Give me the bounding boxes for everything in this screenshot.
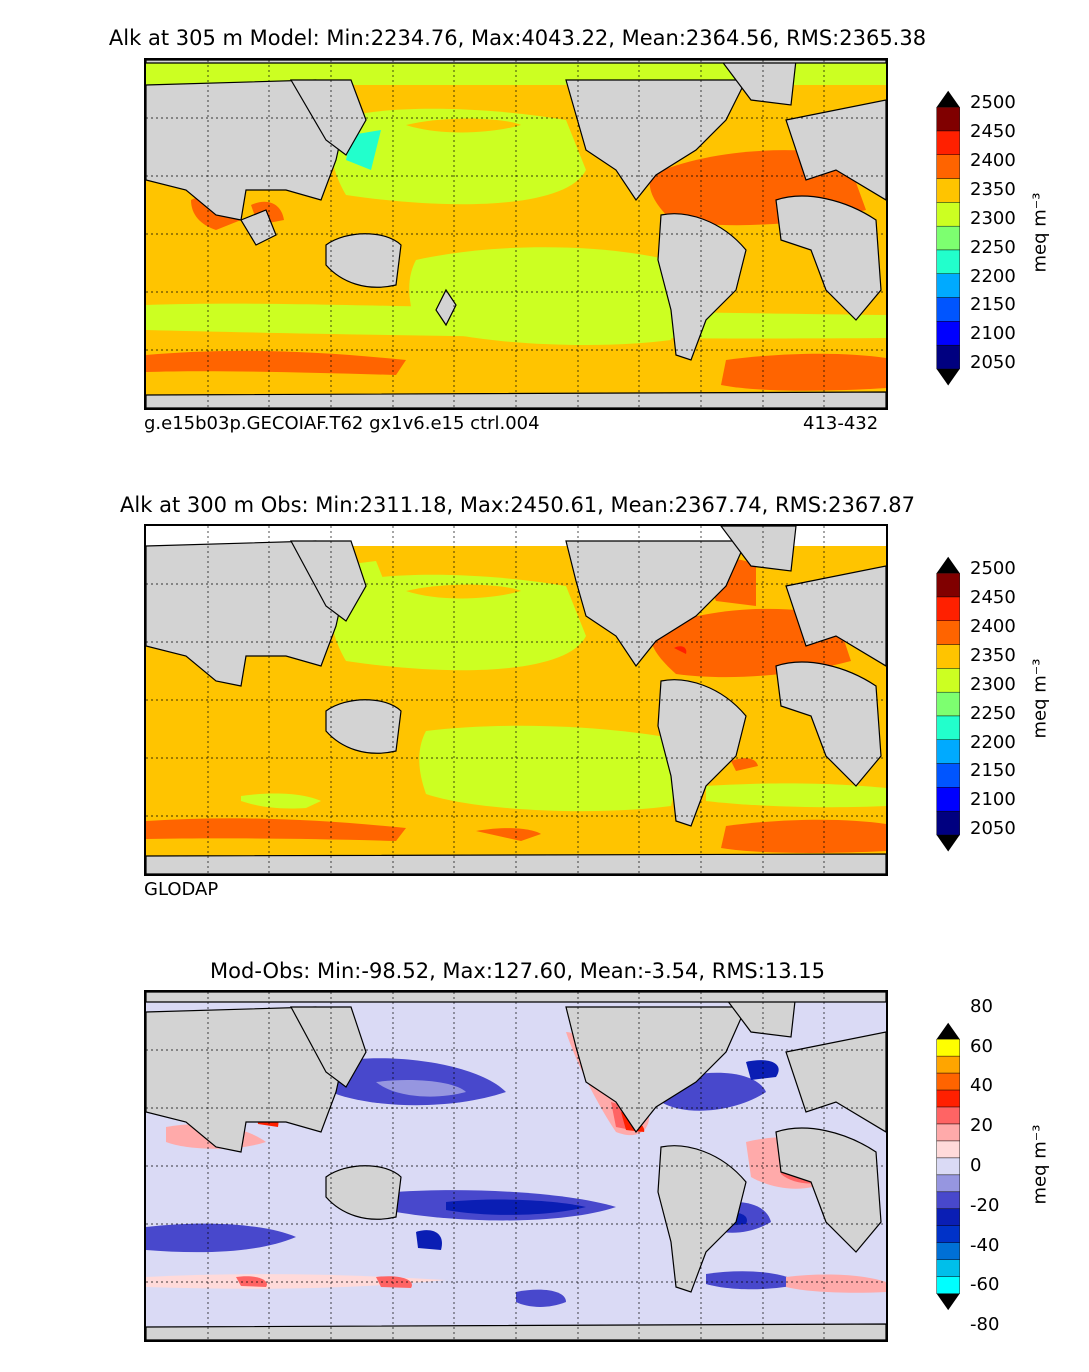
colorbar-segment <box>936 644 960 669</box>
colorbar-diff <box>936 1022 960 1311</box>
cb1-tick: 2300 <box>970 208 1016 229</box>
cb3-tick: 40 <box>970 1075 993 1096</box>
panel-1-years-label: 413-432 <box>803 413 879 434</box>
cb3-tick: 60 <box>970 1036 993 1057</box>
colorbar-segment <box>936 130 960 155</box>
colorbar-segment <box>936 1174 960 1193</box>
colorbar-extend-max <box>936 556 960 574</box>
colorbar-segment <box>936 1259 960 1277</box>
cb2-tick: 2200 <box>970 732 1016 753</box>
colorbar-extend-min <box>936 368 960 386</box>
panel-1-map-canvas <box>146 60 886 408</box>
cb1-tick: 2350 <box>970 179 1016 200</box>
colorbar-segment <box>936 715 960 740</box>
colorbar-alk-2 <box>936 556 960 852</box>
colorbar-segment <box>936 1208 960 1226</box>
colorbar-segment <box>936 1072 960 1091</box>
cb2-tick: 2100 <box>970 789 1016 810</box>
cb1-tick: 2500 <box>970 92 1016 113</box>
colorbar-segment <box>936 1276 960 1294</box>
colorbar-segment <box>936 202 960 227</box>
cb1-tick: 2450 <box>970 121 1016 142</box>
colorbar-segment <box>936 273 960 298</box>
colorbar-segment <box>936 1123 960 1142</box>
colorbar-segment <box>936 1191 960 1210</box>
panel-2-map-canvas <box>146 526 886 874</box>
panel-2-map <box>144 524 888 876</box>
cb2-tick: 2150 <box>970 760 1016 781</box>
colorbar-segment <box>936 1089 960 1108</box>
colorbar-segment <box>936 1225 960 1243</box>
colorbar-segment <box>936 596 960 621</box>
colorbar-segment <box>936 1038 960 1057</box>
colorbar-segment <box>936 691 960 717</box>
colorbar-segment <box>936 1242 960 1260</box>
cb2-tick: 2500 <box>970 558 1016 579</box>
colorbar-alk-2-unit: meq m⁻³ <box>1029 658 1051 739</box>
colorbar-alk-1 <box>936 90 960 386</box>
colorbar-extend-max <box>936 1022 960 1040</box>
colorbar-segment <box>936 1055 960 1074</box>
colorbar-alk-1-unit: meq m⁻³ <box>1029 192 1051 273</box>
colorbar-segment <box>936 106 960 132</box>
cb3-tick: 20 <box>970 1115 993 1136</box>
cb3-tick: -20 <box>970 1195 1000 1216</box>
cb2-tick: 2350 <box>970 645 1016 666</box>
colorbar-segment <box>936 178 960 203</box>
cb2-tick: 2050 <box>970 818 1016 839</box>
colorbar-segment <box>936 739 960 764</box>
panel-2-source-label: GLODAP <box>144 879 219 900</box>
colorbar-segment <box>936 763 960 788</box>
cb1-tick: 2050 <box>970 352 1016 373</box>
cb1-tick: 2100 <box>970 323 1016 344</box>
colorbar-segment <box>936 1106 960 1125</box>
cb1-tick: 2400 <box>970 150 1016 171</box>
colorbar-diff-unit: meq m⁻³ <box>1029 1124 1051 1205</box>
cb3-tick: -60 <box>970 1274 1000 1295</box>
colorbar-segment <box>936 1157 960 1176</box>
colorbar-segment <box>936 620 960 645</box>
panel-3-title: Mod-Obs: Min:-98.52, Max:127.60, Mean:-3… <box>210 959 825 983</box>
cb3-tick: -80 <box>970 1314 1000 1335</box>
panel-1-title: Alk at 305 m Model: Min:2234.76, Max:404… <box>108 26 927 50</box>
cb3-tick: 80 <box>970 996 993 1017</box>
cb2-tick: 2250 <box>970 703 1016 724</box>
colorbar-segment <box>936 249 960 274</box>
cb2-tick: 2400 <box>970 616 1016 637</box>
colorbar-segment <box>936 297 960 322</box>
cb2-tick: 2450 <box>970 587 1016 608</box>
panel-1-map <box>144 58 888 410</box>
panel-1-run-label: g.e15b03p.GECOIAF.T62 gx1v6.e15 ctrl.004 <box>144 413 540 434</box>
colorbar-segment <box>936 154 960 179</box>
cb1-tick: 2200 <box>970 266 1016 287</box>
cb3-tick: -40 <box>970 1235 1000 1256</box>
cb1-tick: 2150 <box>970 294 1016 315</box>
colorbar-segment <box>936 572 960 598</box>
colorbar-segment <box>936 787 960 812</box>
colorbar-segment <box>936 810 960 836</box>
panel-3-map-canvas <box>146 992 886 1340</box>
colorbar-extend-min <box>936 1293 960 1311</box>
cb3-tick: 0 <box>970 1155 982 1176</box>
cb2-tick: 2300 <box>970 674 1016 695</box>
panel-3-map <box>144 990 888 1342</box>
panel-2-title: Alk at 300 m Obs: Min:2311.18, Max:2450.… <box>120 493 915 517</box>
colorbar-segment <box>936 321 960 346</box>
colorbar-segment <box>936 225 960 251</box>
colorbar-segment <box>936 668 960 693</box>
colorbar-segment <box>936 1140 960 1159</box>
colorbar-extend-max <box>936 90 960 108</box>
colorbar-extend-min <box>936 834 960 852</box>
cb1-tick: 2250 <box>970 237 1016 258</box>
colorbar-segment <box>936 344 960 370</box>
